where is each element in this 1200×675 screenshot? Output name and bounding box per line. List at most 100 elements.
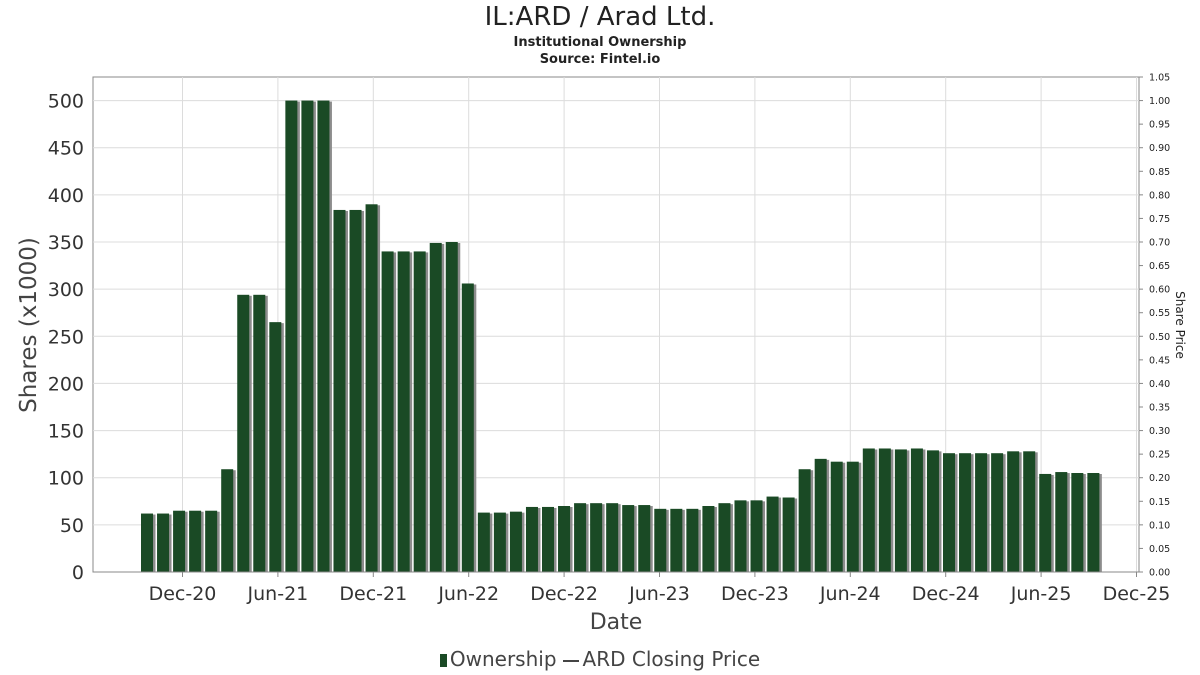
ownership-bar xyxy=(622,505,635,572)
ownership-bar xyxy=(1023,451,1036,572)
y2-tick-label: 0.20 xyxy=(1149,473,1170,484)
ownership-bar xyxy=(333,209,346,572)
ownership-bar xyxy=(750,500,763,572)
ownership-bar xyxy=(413,251,426,572)
ownership-bar xyxy=(798,469,811,572)
y-axis-label: Shares (x1000) xyxy=(16,237,42,413)
y2-tick-label: 0.35 xyxy=(1149,403,1170,414)
ownership-bar xyxy=(397,251,410,572)
y2-tick-label: 0.40 xyxy=(1149,379,1170,390)
ownership-bar xyxy=(959,453,972,572)
y-tick-label: 150 xyxy=(48,421,84,443)
ownership-bar xyxy=(429,242,442,572)
y-tick-label: 400 xyxy=(48,185,84,207)
ownership-bar xyxy=(590,503,603,572)
ownership-bar xyxy=(718,503,731,572)
y2-tick-label: 0.15 xyxy=(1149,497,1170,508)
ownership-bar xyxy=(814,458,827,572)
ownership-bar xyxy=(991,453,1004,572)
ownership-bar xyxy=(493,512,506,572)
ownership-bar xyxy=(157,513,170,572)
ownership-bar xyxy=(1039,473,1052,572)
ownership-bar xyxy=(878,448,891,572)
y2-tick-label: 0.05 xyxy=(1149,544,1170,555)
y-tick-label: 50 xyxy=(60,515,84,537)
y2-tick-label: 0.95 xyxy=(1149,120,1170,131)
y2-tick-label: 0.65 xyxy=(1149,261,1170,272)
y2-tick-label: 0.25 xyxy=(1149,450,1170,461)
y-tick-label: 300 xyxy=(48,279,84,301)
y2-tick-label: 0.55 xyxy=(1149,308,1170,319)
ownership-bar xyxy=(975,453,988,572)
y-tick-label: 100 xyxy=(48,468,84,490)
y2-tick-label: 1.00 xyxy=(1149,96,1170,107)
x-tick-label: Jun-23 xyxy=(628,583,690,605)
ownership-bar xyxy=(686,508,699,572)
y-tick-label: 450 xyxy=(48,138,84,160)
y2-tick-label: 0.45 xyxy=(1149,355,1170,366)
ownership-bar xyxy=(1007,451,1020,572)
chart-source: Source: Fintel.io xyxy=(539,52,661,67)
ownership-bar xyxy=(862,448,875,572)
y2-tick-label: 0.70 xyxy=(1149,238,1170,249)
y2-tick-label: 0.30 xyxy=(1149,426,1170,437)
ownership-bar xyxy=(558,506,571,572)
y2-tick-label: 0.80 xyxy=(1149,190,1170,201)
y2-tick-label: 0.90 xyxy=(1149,143,1170,154)
ownership-bar xyxy=(542,506,554,572)
y2-axis-label: Share Price xyxy=(1173,291,1187,359)
x-tick-label: Jun-21 xyxy=(247,583,309,605)
ownership-bar xyxy=(943,453,955,572)
x-tick-label: Dec-24 xyxy=(912,583,980,605)
x-tick-label: Dec-23 xyxy=(721,583,789,605)
ownership-bar xyxy=(734,500,747,572)
ownership-bar xyxy=(365,204,378,573)
ownership-bar xyxy=(141,513,153,572)
legend-price-swatch xyxy=(562,659,579,662)
ownership-bar xyxy=(205,510,218,572)
ownership-bar xyxy=(1055,472,1068,572)
ownership-bar xyxy=(269,322,282,572)
x-tick-label: Dec-25 xyxy=(1103,583,1171,605)
x-tick-label: Jun-22 xyxy=(437,583,499,605)
ownership-bar xyxy=(638,505,651,572)
ownership-bar xyxy=(782,497,795,572)
legend-ownership-label: Ownership xyxy=(449,647,557,671)
x-tick-label: Dec-21 xyxy=(339,583,407,605)
y2-tick-label: 0.00 xyxy=(1149,568,1170,579)
ownership-bar xyxy=(606,503,619,572)
y-tick-label: 350 xyxy=(48,232,84,254)
chart-title: IL:ARD / Arad Ltd. xyxy=(484,2,716,32)
y-tick-label: 250 xyxy=(48,326,84,348)
ownership-bar xyxy=(830,461,843,572)
ownership-bar xyxy=(766,496,779,572)
y2-tick-label: 0.85 xyxy=(1149,167,1170,178)
x-tick-label: Jun-25 xyxy=(1010,583,1072,605)
y-tick-label: 200 xyxy=(48,373,84,395)
ownership-bar xyxy=(461,283,474,572)
x-tick-label: Dec-20 xyxy=(149,583,217,605)
ownership-bar xyxy=(926,450,939,572)
ownership-bar xyxy=(1087,473,1100,572)
ownership-bar xyxy=(894,449,907,572)
ownership-bar xyxy=(317,100,330,573)
ownership-bar xyxy=(702,506,715,572)
y2-tick-label: 0.50 xyxy=(1149,332,1170,343)
y-tick-label: 0 xyxy=(72,562,84,584)
y2-tick-label: 0.75 xyxy=(1149,214,1170,225)
y-tick-label: 500 xyxy=(48,91,84,113)
ownership-chart: 0 50 100 150 200 250 300 350 400 450 500 Dec-20 Jun-… xyxy=(16,73,1187,636)
ownership-bar xyxy=(910,448,923,572)
x-axis-label: Date xyxy=(590,610,643,635)
ownership-bar xyxy=(477,512,490,572)
chart-subtitle: Institutional Ownership xyxy=(513,35,687,50)
ownership-bar xyxy=(237,294,250,572)
ownership-bar xyxy=(349,209,362,572)
ownership-bar xyxy=(509,511,522,572)
legend-ownership-swatch xyxy=(439,654,447,667)
ownership-bar xyxy=(445,242,458,572)
y2-tick-label: 0.60 xyxy=(1149,285,1170,296)
y2-tick-label: 0.10 xyxy=(1149,520,1170,531)
x-tick-label: Dec-22 xyxy=(530,583,598,605)
ownership-bar xyxy=(525,506,538,572)
